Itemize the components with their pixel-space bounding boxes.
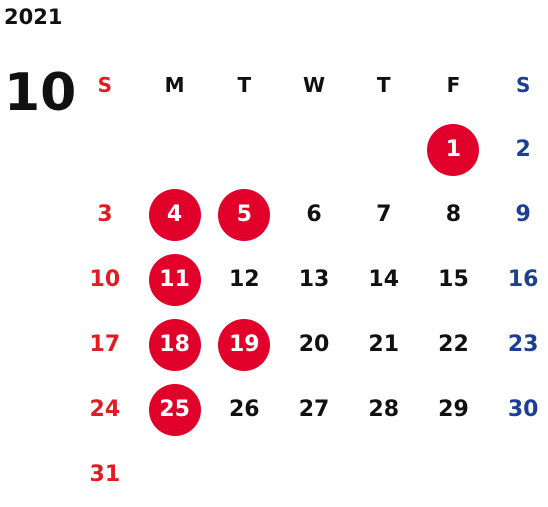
day-number: 30: [507, 397, 539, 422]
day-number: 3: [97, 202, 113, 227]
empty-day-cell: [488, 442, 548, 507]
day-cell: 3: [70, 182, 140, 247]
highlighted-day: 11: [148, 253, 201, 306]
weekday-header-row: S M T W T F S: [70, 52, 548, 117]
highlighted-day: 4: [148, 188, 201, 241]
day-cell: 24: [70, 377, 140, 442]
day-cell: 17: [70, 312, 140, 377]
day-number: 8: [445, 202, 462, 227]
day-cell: 26: [209, 377, 279, 442]
calendar-week-row: 24 25 26 27 28 29 30: [70, 377, 548, 442]
day-number: 15: [438, 267, 469, 292]
day-number: 12: [228, 267, 260, 292]
day-number: 28: [368, 397, 400, 422]
day-cell: 15: [419, 247, 489, 312]
day-cell: 30: [488, 377, 548, 442]
day-cell: 21: [349, 312, 419, 377]
day-cell: 1: [419, 117, 489, 182]
day-number: 21: [368, 332, 400, 357]
day-number: 31: [89, 462, 121, 487]
empty-day-cell: [349, 117, 419, 182]
empty-day-cell: [209, 117, 279, 182]
highlighted-day: 1: [427, 123, 480, 176]
day-number: 22: [438, 332, 469, 357]
day-cell: 28: [349, 377, 419, 442]
day-number: 13: [298, 267, 330, 292]
day-cell: 13: [279, 247, 349, 312]
empty-day-cell: [140, 442, 210, 507]
year-label: 2021: [4, 5, 63, 29]
day-cell: 29: [419, 377, 489, 442]
empty-day-cell: [419, 442, 489, 507]
day-cell: 7: [349, 182, 419, 247]
day-number: 6: [306, 202, 322, 227]
calendar-week-row: 10 11 12 13 14 15 16: [70, 247, 548, 312]
day-cell: 5: [209, 182, 279, 247]
day-cell: 25: [140, 377, 210, 442]
day-cell: 19: [209, 312, 279, 377]
empty-day-cell: [70, 117, 140, 182]
weekday-tuesday: T: [237, 72, 252, 97]
day-number: 20: [298, 332, 330, 357]
empty-day-cell: [349, 442, 419, 507]
day-cell: 4: [140, 182, 210, 247]
weekday-thursday: T: [376, 72, 391, 97]
day-cell: 14: [349, 247, 419, 312]
calendar-week-row: 17 18 19 20 21 22 23: [70, 312, 548, 377]
day-cell: 22: [419, 312, 489, 377]
weekday-saturday: S: [515, 72, 531, 97]
day-number: 29: [438, 397, 469, 422]
day-number: 24: [89, 397, 121, 422]
empty-day-cell: [140, 117, 210, 182]
day-number: 17: [89, 332, 121, 357]
day-cell: 11: [140, 247, 210, 312]
day-number: 26: [228, 397, 260, 422]
day-number: 2: [515, 137, 531, 162]
empty-day-cell: [209, 442, 279, 507]
day-number: 14: [368, 267, 400, 292]
highlighted-day: 25: [148, 383, 201, 436]
day-cell: 10: [70, 247, 140, 312]
day-cell: 2: [488, 117, 548, 182]
day-number: 7: [376, 202, 392, 227]
empty-day-cell: [279, 117, 349, 182]
weekday-monday: M: [164, 72, 185, 97]
day-cell: 20: [279, 312, 349, 377]
day-cell: 18: [140, 312, 210, 377]
calendar-week-row: 31: [70, 442, 548, 507]
day-cell: 16: [488, 247, 548, 312]
day-cell: 6: [279, 182, 349, 247]
calendar-grid: S M T W T F S 1 2 3 4 5 6 7 8 9 10 11 12 13 14 15 16 17 1…: [70, 52, 548, 507]
day-number: 10: [89, 267, 121, 292]
day-cell: 9: [488, 182, 548, 247]
day-cell: 27: [279, 377, 349, 442]
weekday-wednesday: W: [302, 72, 326, 97]
weekday-sunday: S: [97, 72, 113, 97]
day-cell: 12: [209, 247, 279, 312]
calendar-weeks: 1 2 3 4 5 6 7 8 9 10 11 12 13 14 15 16 17 18 19 20 21 22 23 24 2…: [70, 117, 548, 507]
highlighted-day: 5: [218, 188, 271, 241]
highlighted-day: 19: [218, 318, 271, 371]
day-number: 9: [515, 202, 531, 227]
day-number: 16: [507, 267, 539, 292]
day-cell: 31: [70, 442, 140, 507]
day-number: 23: [507, 332, 539, 357]
month-number: 10: [4, 63, 77, 123]
empty-day-cell: [279, 442, 349, 507]
day-cell: 23: [488, 312, 548, 377]
weekday-friday: F: [446, 72, 461, 97]
day-cell: 8: [419, 182, 489, 247]
highlighted-day: 18: [148, 318, 201, 371]
day-number: 27: [298, 397, 330, 422]
